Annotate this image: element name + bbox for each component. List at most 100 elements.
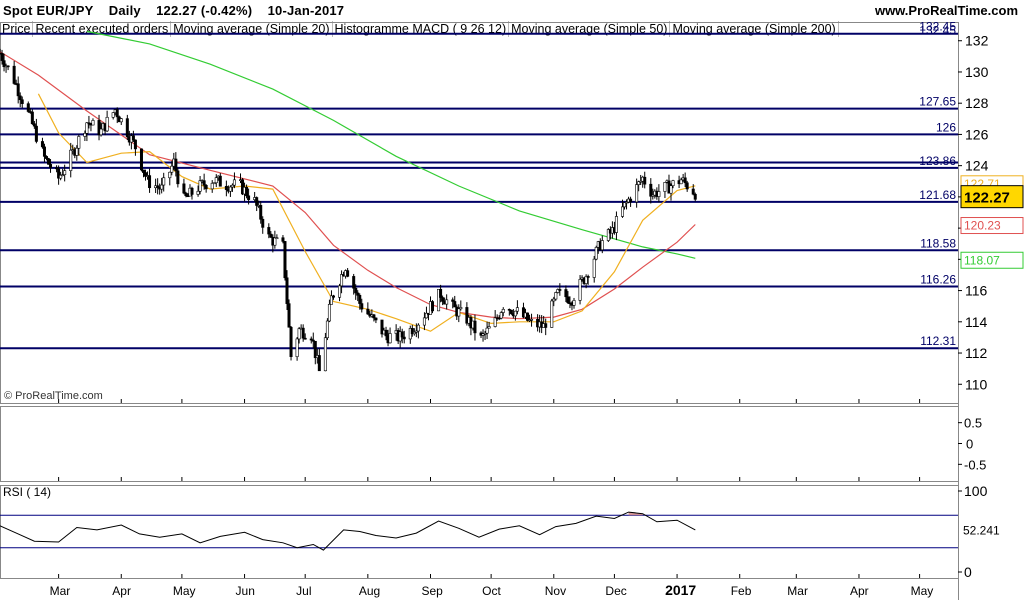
candle-body — [20, 99, 24, 104]
candle-body — [473, 320, 477, 334]
price-tick-label: 116 — [965, 283, 988, 299]
candle-body — [32, 123, 36, 127]
candle-body — [228, 186, 232, 192]
candle-body — [83, 133, 87, 137]
level-label: 123.86 — [919, 154, 956, 168]
price-tick-label: 128 — [965, 95, 989, 111]
legend-ma50[interactable]: Moving average (Simple 50) — [509, 21, 671, 37]
candle-body — [309, 338, 313, 341]
level-label-top: 132.45 — [919, 24, 956, 38]
time-tick-label: Jul — [296, 584, 311, 598]
level-label: 118.58 — [920, 236, 956, 250]
candle-body — [30, 111, 34, 125]
candle-body — [600, 240, 604, 251]
panel-frames — [0, 22, 959, 600]
macd-panel: 0.5 0 -0.5 — [958, 416, 986, 472]
price-candles — [0, 48, 697, 372]
candle-body — [445, 299, 449, 305]
candle-body — [384, 329, 388, 337]
candle-body — [501, 309, 505, 313]
time-tick-label: Apr — [850, 584, 869, 598]
candle-body — [437, 288, 441, 312]
candle-body — [317, 355, 321, 372]
axis-badge-price — [960, 185, 1024, 209]
period-label: Daily — [108, 3, 141, 18]
candle-body — [119, 118, 123, 123]
candle-body — [241, 179, 245, 195]
candle-body — [637, 181, 641, 185]
candle-body — [586, 276, 590, 278]
candle-body — [289, 326, 293, 357]
price-tick-label: 130 — [965, 64, 989, 80]
candle-body — [133, 139, 137, 150]
candle-body — [507, 309, 511, 311]
level-label: 126 — [936, 120, 956, 134]
candle-body — [356, 292, 360, 296]
level-label: 132.45 — [919, 20, 956, 34]
candle-body — [301, 327, 305, 339]
candle-body — [629, 198, 633, 203]
time-tick-label: Mar — [50, 584, 71, 598]
horizontal-levels: 132.45 127.65 126 123.86 121.68 118.58 116.26 1… — [0, 20, 958, 350]
candle-body — [483, 332, 487, 335]
brand-link[interactable]: www.ProRealTime.com — [874, 3, 1018, 18]
candle-body — [354, 287, 358, 294]
legend-recent-orders[interactable]: Recent executed orders — [33, 21, 172, 37]
candle-body — [170, 165, 174, 173]
candle-body — [285, 277, 289, 304]
candle-body — [578, 279, 582, 301]
candle-body — [594, 247, 598, 260]
candle-body — [182, 183, 186, 194]
candle-body — [105, 116, 109, 132]
legend-macd[interactable]: Histogramme MACD ( 9 26 12) — [333, 21, 510, 37]
rsi-panel-frame — [0, 485, 959, 579]
candle-body — [441, 297, 445, 302]
candle-body — [422, 317, 426, 326]
candle-body — [115, 109, 119, 118]
candle-body — [204, 185, 208, 190]
candle-body — [283, 241, 287, 279]
legend-ma200[interactable]: Moving average (Simple 200) — [670, 21, 839, 37]
candle-body — [683, 177, 687, 184]
candle-body — [556, 289, 560, 293]
candle-body — [210, 182, 214, 190]
candle-body — [566, 296, 570, 304]
candle-body — [224, 185, 228, 190]
candle-body — [424, 312, 428, 319]
time-tick-label: Jun — [236, 584, 255, 598]
candle-body — [414, 330, 418, 333]
axis-badge-ma200 — [960, 251, 1024, 269]
price-axis: 110112114116118120122124126128130132132.… — [919, 24, 1024, 392]
last-change: 122.27 (-0.42%) — [156, 3, 253, 18]
candle-body — [360, 303, 364, 310]
candle-body — [340, 274, 344, 287]
candle-body — [26, 103, 30, 112]
rsi-line — [0, 511, 696, 551]
candle-body — [325, 320, 329, 339]
candle-body — [75, 147, 79, 156]
price-tick-label: 112 — [965, 345, 988, 361]
rsi-panel: 100 0 52.241 — [0, 483, 1000, 580]
candle-body — [0, 53, 4, 61]
candle-body — [620, 206, 624, 217]
candle-body — [44, 156, 48, 159]
candle-body — [499, 312, 503, 319]
instrument-name: Spot EUR/JPY — [3, 3, 94, 18]
price-tick-label: 124 — [965, 158, 989, 174]
time-tick-label: Apr — [112, 584, 131, 598]
legend-ma20[interactable]: Moving average (Simple 20) — [171, 21, 333, 37]
legend-price[interactable]: Price — [0, 21, 34, 37]
axis-badge-ma50 — [960, 217, 1024, 235]
candle-body — [453, 301, 457, 308]
macd-panel-frame — [0, 406, 959, 482]
candle-body — [515, 307, 519, 312]
candle-body — [338, 285, 342, 298]
candle-body — [380, 319, 384, 335]
candle-body — [212, 182, 216, 185]
candle-body — [372, 314, 376, 319]
level-label: 127.65 — [919, 95, 956, 109]
candle-body — [346, 270, 350, 277]
candle-body — [625, 201, 629, 204]
candle-body — [16, 83, 20, 97]
